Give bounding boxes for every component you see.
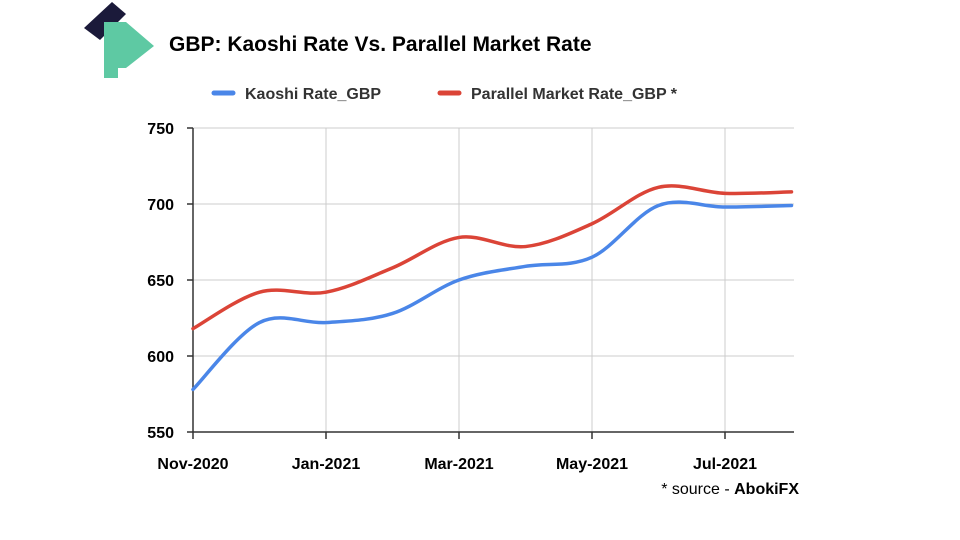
source-note: * source - AbokiFX (661, 481, 799, 499)
y-tick-label: 700 (147, 197, 174, 214)
y-tick-label: 600 (147, 349, 174, 366)
source-prefix: * source - (661, 481, 735, 498)
x-tick-label: Jan-2021 (292, 456, 361, 473)
x-tick-label: Jul-2021 (693, 456, 757, 473)
x-tick-label: Nov-2020 (157, 456, 228, 473)
y-tick-label: 650 (147, 273, 174, 290)
series-line-1 (191, 200, 794, 392)
page-title: GBP: Kaoshi Rate Vs. Parallel Market Rat… (169, 33, 592, 56)
y-tick-label: 550 (147, 425, 174, 442)
legend-label-1: Kaoshi Rate_GBP (245, 86, 381, 103)
x-tick-label: May-2021 (556, 456, 628, 473)
legend-label-2: Parallel Market Rate_GBP * (471, 86, 678, 103)
kaoshi-logo-icon (84, 2, 154, 78)
source-name: AbokiFX (734, 481, 799, 498)
y-tick-label: 750 (147, 121, 174, 138)
x-tick-label: Mar-2021 (424, 456, 493, 473)
series-line-2 (191, 184, 794, 331)
